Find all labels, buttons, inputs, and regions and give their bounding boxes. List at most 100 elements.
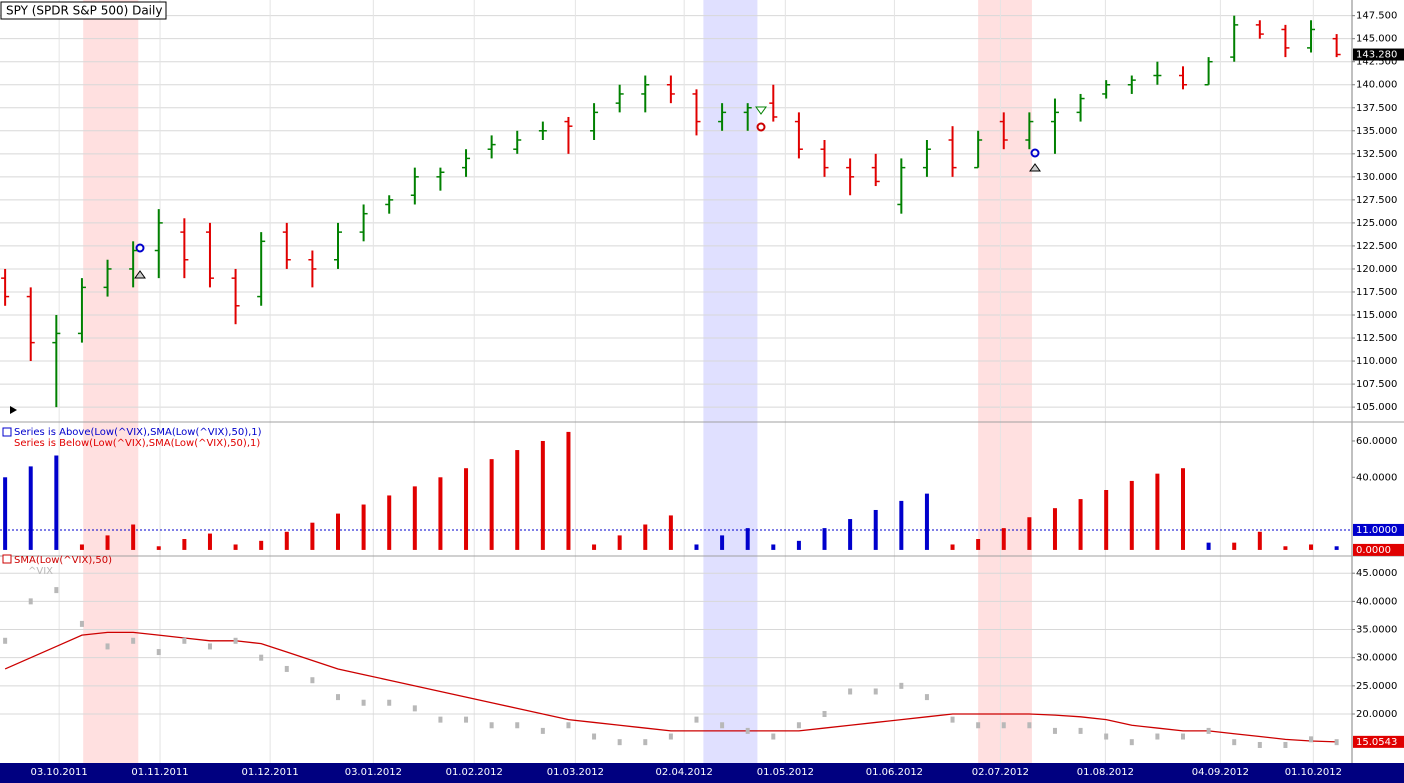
y-tick-label: 127.500 xyxy=(1356,195,1397,206)
bar xyxy=(771,544,776,550)
vix-low-point xyxy=(182,637,187,644)
bar xyxy=(873,509,878,550)
vix-low-point xyxy=(54,587,59,594)
bar xyxy=(310,522,315,550)
x-tick-label: 01.11.2011 xyxy=(131,767,188,778)
highlight-band xyxy=(978,0,1032,763)
y-tick-label: 25.0000 xyxy=(1356,681,1397,692)
x-tick-label: 01.05.2012 xyxy=(757,767,814,778)
bar xyxy=(464,468,469,550)
x-tick-label: 01.06.2012 xyxy=(866,767,923,778)
x-tick-label: 03.10.2011 xyxy=(31,767,88,778)
vix-low-point xyxy=(1001,722,1006,729)
bar xyxy=(284,531,289,550)
last-value-box xyxy=(1353,48,1404,61)
x-tick-label: 03.01.2012 xyxy=(345,767,402,778)
bar xyxy=(3,477,8,550)
vix-low-point xyxy=(156,649,161,656)
title-box xyxy=(0,1,167,20)
legend-entry: ^VIX xyxy=(28,566,53,577)
vix-low-point xyxy=(745,727,750,734)
y-tick-label: 120.000 xyxy=(1356,264,1397,275)
vix-low-point xyxy=(1155,733,1160,740)
x-tick-label: 04.09.2012 xyxy=(1192,767,1249,778)
vix-low-point xyxy=(3,637,8,644)
bar xyxy=(1232,542,1237,550)
bar xyxy=(848,519,853,550)
y-tick-label: 112.500 xyxy=(1356,333,1397,344)
sma-line xyxy=(4,631,1337,743)
threshold-box xyxy=(1353,523,1404,536)
y-tick-label: 122.500 xyxy=(1356,241,1397,252)
bar xyxy=(131,524,136,550)
bar xyxy=(566,431,571,550)
bar xyxy=(1155,473,1160,550)
vix-low-point xyxy=(1283,741,1288,748)
vix-low-point xyxy=(412,705,417,712)
bar xyxy=(720,535,725,550)
vix-low-point xyxy=(924,694,929,701)
bar xyxy=(668,515,673,550)
y-tick-label: 130.000 xyxy=(1356,172,1397,183)
collapse-icon[interactable] xyxy=(2,554,12,564)
vix-low-point xyxy=(822,711,827,718)
scroll-icon[interactable] xyxy=(10,406,17,414)
bar xyxy=(1309,544,1314,550)
bar xyxy=(694,544,699,550)
vix-low-point xyxy=(259,654,264,661)
vix-low-point xyxy=(950,716,955,723)
vix-low-point xyxy=(131,637,136,644)
vix-low-point xyxy=(1181,733,1185,740)
y-tick-label: 60.0000 xyxy=(1356,436,1397,447)
bar xyxy=(1283,546,1288,550)
bar xyxy=(79,544,84,550)
vix-low-point xyxy=(233,637,238,644)
bar xyxy=(1257,531,1262,550)
y-tick-label: 40.0000 xyxy=(1356,472,1397,483)
y-tick-label: 145.000 xyxy=(1356,34,1397,45)
vix-low-point xyxy=(1257,741,1262,748)
y-tick-label: 45.0000 xyxy=(1356,568,1397,579)
legend-entry: Series is Below(Low(^VIX),SMA(Low(^VIX),… xyxy=(14,438,260,449)
vix-low-point xyxy=(796,722,801,729)
vix-low-point xyxy=(1078,727,1083,734)
vix-low-point xyxy=(1052,727,1057,734)
bar xyxy=(1206,542,1211,550)
y-tick-label: 115.000 xyxy=(1356,310,1397,321)
bar xyxy=(259,540,264,550)
bar xyxy=(28,466,33,550)
legend-entry: SMA(Low(^VIX),50) xyxy=(14,555,112,566)
y-tick-label: 132.500 xyxy=(1356,149,1397,160)
bar xyxy=(207,533,212,550)
vix-low-point xyxy=(336,694,340,701)
bar xyxy=(924,493,929,550)
vix-low-point xyxy=(1027,722,1032,729)
vix-low-point xyxy=(566,722,571,729)
last-value-box xyxy=(1353,735,1404,748)
vix-low-point xyxy=(1309,736,1314,743)
bar xyxy=(1027,517,1032,550)
vix-low-point xyxy=(28,598,33,605)
vix-low-point xyxy=(643,739,648,746)
y-tick-label: 135.000 xyxy=(1356,126,1397,137)
bar xyxy=(976,539,981,550)
bar xyxy=(1078,499,1083,550)
vix-low-point xyxy=(848,688,853,695)
vix-low-point xyxy=(284,665,289,672)
vix-low-point xyxy=(1232,739,1237,746)
bar xyxy=(540,440,545,550)
vix-low-point xyxy=(540,727,545,734)
bar xyxy=(1001,528,1006,550)
bar xyxy=(361,504,366,550)
vix-low-point xyxy=(1334,739,1339,746)
bar xyxy=(233,544,238,550)
x-tick-label: 01.08.2012 xyxy=(1077,767,1134,778)
vix-low-point xyxy=(438,716,443,723)
collapse-icon[interactable] xyxy=(2,427,12,437)
date-axis-strip xyxy=(0,763,1404,783)
bar xyxy=(822,528,827,550)
last-value-box xyxy=(1353,543,1404,556)
chart-title: SPY (SPDR S&P 500) Daily xyxy=(6,4,162,18)
vix-low-point xyxy=(976,722,981,729)
